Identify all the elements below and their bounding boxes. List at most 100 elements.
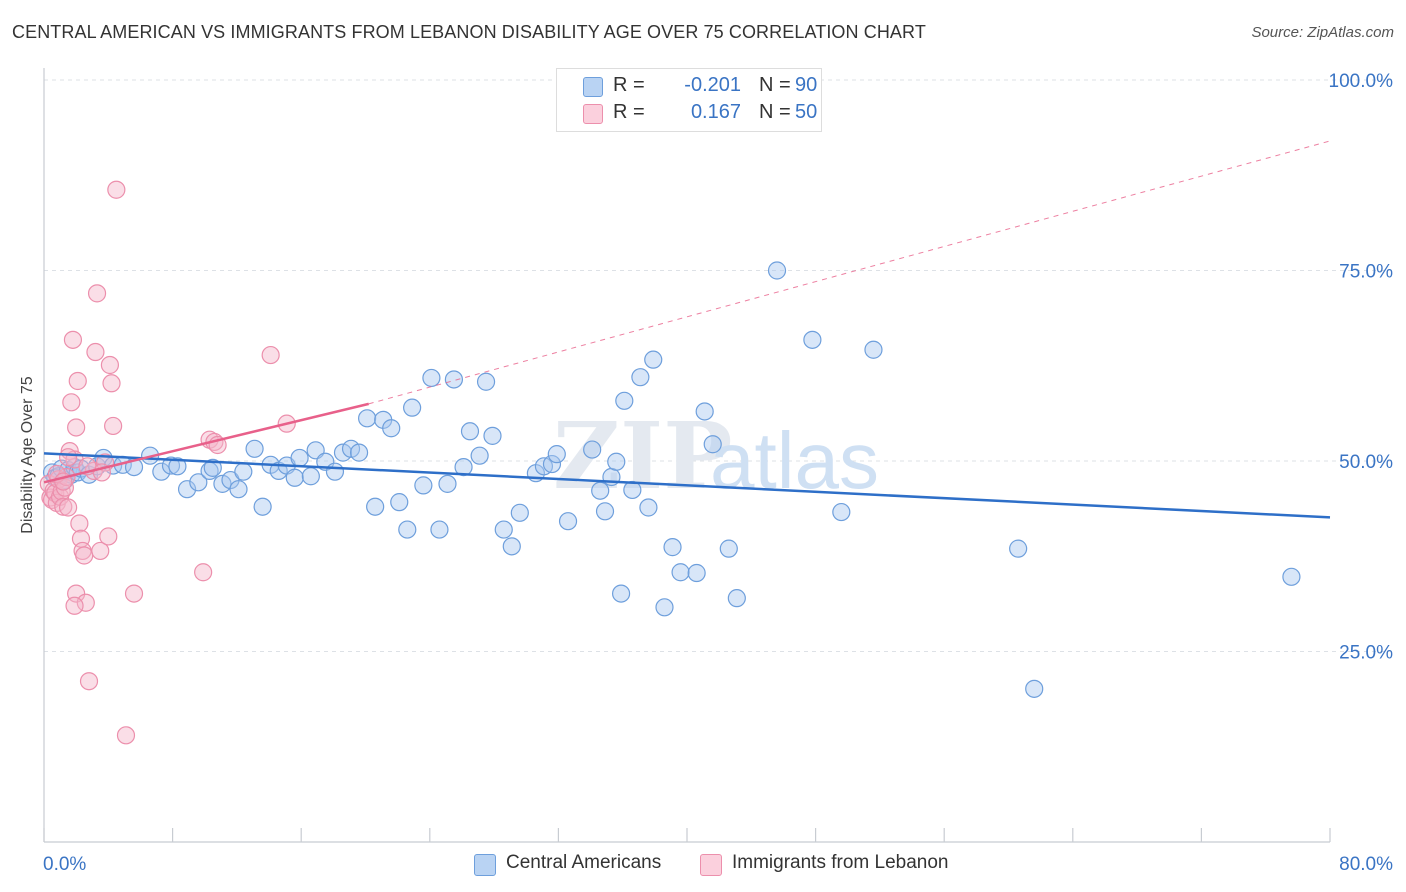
- point-central-americans: [177, 480, 197, 499]
- n-value: 50: [795, 101, 818, 123]
- point-central-americans: [595, 502, 615, 521]
- point-central-americans: [245, 439, 264, 458]
- point-central-americans: [301, 467, 320, 486]
- point-immigrants-lebanon: [86, 342, 105, 362]
- n-label: N =: [759, 101, 791, 123]
- point-central-americans: [703, 435, 722, 454]
- legend-swatch-pink: [700, 854, 722, 876]
- point-central-americans: [615, 391, 634, 410]
- point-central-americans: [234, 462, 253, 481]
- point-central-americans: [607, 452, 626, 471]
- legend-swatch-blue: [474, 854, 496, 876]
- point-central-americans: [547, 445, 566, 464]
- point-immigrants-lebanon: [116, 726, 136, 745]
- point-immigrants-lebanon: [54, 497, 73, 516]
- point-central-americans: [591, 481, 610, 500]
- stats-box: R = -0.201 N = 90 R = 0.167 N = 50: [556, 68, 822, 132]
- point-central-americans: [864, 340, 883, 359]
- n-value: 90: [795, 74, 818, 96]
- x-tick-label: 80.0%: [1339, 854, 1393, 875]
- point-central-americans: [767, 261, 787, 280]
- point-central-americans: [168, 457, 187, 476]
- point-central-americans: [444, 370, 464, 389]
- point-immigrants-lebanon: [99, 527, 118, 546]
- point-central-americans: [430, 520, 449, 539]
- point-central-americans: [414, 476, 433, 495]
- point-immigrants-lebanon: [59, 498, 78, 517]
- point-central-americans: [832, 502, 851, 522]
- n-label: N =: [759, 74, 791, 96]
- point-central-americans: [719, 539, 738, 558]
- point-immigrants-lebanon: [79, 672, 99, 691]
- point-immigrants-lebanon: [76, 593, 95, 612]
- point-central-americans: [1009, 539, 1028, 558]
- point-central-americans: [152, 462, 171, 481]
- point-central-americans: [1282, 567, 1301, 586]
- point-central-americans: [510, 503, 529, 522]
- point-immigrants-lebanon: [104, 416, 123, 436]
- point-central-americans: [611, 584, 631, 603]
- axes: [43, 68, 1331, 843]
- point-immigrants-lebanon: [91, 541, 110, 561]
- r-label: R =: [613, 101, 645, 123]
- point-immigrants-lebanon: [261, 345, 280, 365]
- point-immigrants-lebanon: [62, 393, 81, 412]
- point-central-americans: [382, 419, 401, 438]
- point-central-americans: [253, 497, 272, 516]
- trend-line-extension-immigrants-lebanon: [368, 140, 1331, 405]
- point-central-americans: [476, 372, 496, 391]
- point-central-americans: [203, 458, 222, 477]
- point-immigrants-lebanon: [65, 596, 84, 615]
- point-central-americans: [422, 368, 441, 388]
- point-central-americans: [358, 409, 377, 428]
- y-tick-label: 100.0%: [1329, 71, 1394, 92]
- point-central-americans: [285, 468, 304, 487]
- point-central-americans: [403, 398, 422, 417]
- tick-labels: 25.0% 50.0% 75.0% 100.0% 0.0% 80.0%: [43, 71, 1393, 875]
- trend-line-immigrants-lebanon: [43, 402, 370, 484]
- point-immigrants-lebanon: [63, 330, 83, 349]
- point-central-americans: [1025, 679, 1044, 698]
- legend-label: Central Americans: [506, 852, 662, 873]
- point-immigrants-lebanon: [75, 546, 94, 565]
- point-central-americans: [494, 520, 513, 539]
- y-tick-label: 75.0%: [1339, 262, 1393, 283]
- point-immigrants-lebanon: [194, 563, 213, 582]
- point-central-americans: [583, 440, 602, 459]
- point-central-americans: [687, 563, 706, 583]
- point-central-americans: [438, 474, 457, 493]
- trend-lines: [43, 140, 1331, 519]
- point-central-americans: [695, 402, 714, 421]
- gridlines: [44, 79, 1392, 652]
- stats-swatch-pink: [583, 104, 603, 124]
- y-tick-label: 50.0%: [1339, 452, 1393, 473]
- point-central-americans: [189, 473, 208, 492]
- point-central-americans: [470, 446, 489, 465]
- point-central-americans: [639, 498, 658, 517]
- point-immigrants-lebanon: [102, 374, 121, 393]
- r-value: 0.167: [690, 101, 741, 123]
- point-central-americans: [727, 589, 746, 608]
- point-central-americans: [460, 422, 480, 441]
- point-immigrants-lebanon: [59, 448, 78, 467]
- point-central-americans: [671, 563, 690, 582]
- trend-line-central-americans: [43, 452, 1331, 519]
- point-central-americans: [325, 462, 345, 481]
- point-central-americans: [398, 520, 417, 539]
- point-central-americans: [542, 454, 562, 474]
- source-label: Source: ZipAtlas.com: [1251, 24, 1394, 41]
- point-immigrants-lebanon: [68, 371, 87, 391]
- point-central-americans: [390, 493, 409, 512]
- point-central-americans: [558, 512, 578, 531]
- point-immigrants-lebanon: [107, 180, 126, 199]
- point-central-americans: [366, 497, 385, 516]
- point-central-americans: [631, 368, 650, 387]
- point-central-americans: [290, 448, 309, 468]
- point-central-americans: [644, 350, 663, 369]
- point-central-americans: [229, 480, 248, 499]
- legend-label: Immigrants from Lebanon: [732, 852, 949, 873]
- point-immigrants-lebanon: [124, 584, 144, 603]
- chart-title: CENTRAL AMERICAN VS IMMIGRANTS FROM LEBA…: [12, 22, 926, 42]
- watermark: ZIP atlas: [553, 402, 879, 510]
